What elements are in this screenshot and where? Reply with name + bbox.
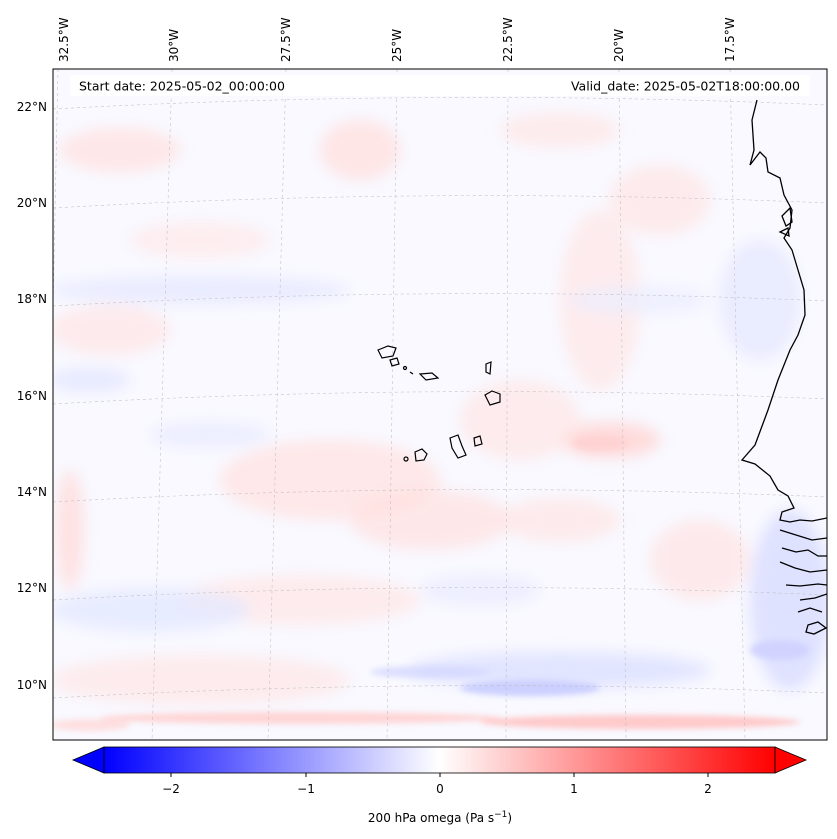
lon-label: 27.5°W <box>279 17 293 62</box>
start-date-label: Start date: 2025-05-02_00:00:00 <box>79 79 285 94</box>
lon-label: 30°W <box>167 29 181 62</box>
lon-label: 25°W <box>390 29 404 62</box>
date-banner-background <box>70 75 810 96</box>
colorbar-extend-min <box>71 746 105 774</box>
lat-label: 20°N <box>17 196 47 210</box>
lat-label: 10°N <box>17 678 47 692</box>
lat-label: 22°N <box>17 100 47 114</box>
lat-label: 14°N <box>17 485 47 499</box>
lat-label: 12°N <box>17 581 47 595</box>
map-panel: Start date: 2025-05-02_00:00:00 Valid_da… <box>53 69 827 740</box>
african-coastline <box>740 99 827 523</box>
colorbar-title-end: ) <box>507 811 512 825</box>
omega-field-background <box>53 69 827 740</box>
lon-label: 22.5°W <box>501 17 515 62</box>
coastlines <box>740 99 827 635</box>
valid-date-label: Valid_date: 2025-05-02T18:00:00.00 <box>571 79 800 94</box>
map-frame <box>52 68 828 741</box>
colorbar: −2 −1 0 1 2 200 hPa omega (Pa s−1) <box>71 746 808 825</box>
colorbar-extend-max <box>774 746 808 774</box>
colorbar-tick-label: 2 <box>704 782 712 796</box>
lat-label: 16°N <box>17 389 47 403</box>
lat-label: 18°N <box>17 292 47 306</box>
map-gridlines <box>53 69 827 740</box>
omega-field-strong-bands <box>53 435 810 731</box>
colorbar-tick-label: 0 <box>436 782 444 796</box>
colorbar-tick-label: −1 <box>297 782 315 796</box>
colorbar-ticks <box>170 773 709 777</box>
colorbar-title-main: 200 hPa omega (Pa s <box>368 811 494 825</box>
colorbar-title-exponent: −1 <box>494 810 507 820</box>
longitude-labels: 32.5°W 30°W 27.5°W 25°W 22.5°W 20°W 17.5… <box>57 17 737 62</box>
colorbar-title: 200 hPa omega (Pa s−1) <box>368 810 512 825</box>
latitude-labels: 22°N 20°N 18°N 16°N 14°N 12°N 10°N <box>17 100 47 692</box>
lon-label: 20°W <box>612 29 626 62</box>
colorbar-tick-label: 1 <box>570 782 578 796</box>
cape-verde-islands <box>377 345 501 462</box>
lon-label: 17.5°W <box>723 17 737 62</box>
colorbar-gradient <box>103 746 776 774</box>
lon-label: 32.5°W <box>57 17 71 62</box>
colorbar-tick-label: −2 <box>162 782 180 796</box>
